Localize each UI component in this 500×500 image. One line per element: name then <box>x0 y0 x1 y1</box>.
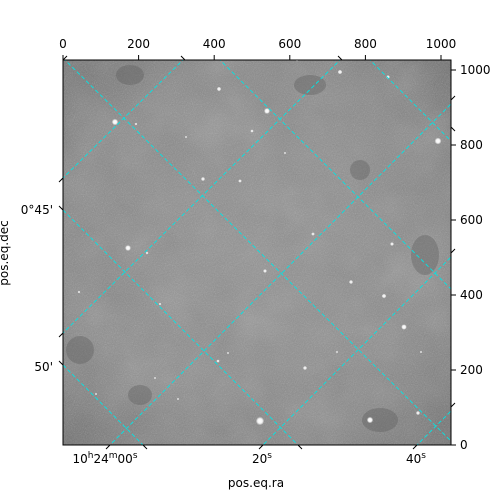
star <box>185 136 187 138</box>
dark-patches <box>66 65 439 432</box>
top-tick-label: 200 <box>127 37 150 51</box>
top-tick-label: 600 <box>278 37 301 51</box>
star <box>366 416 374 424</box>
star <box>338 70 342 74</box>
star <box>158 302 162 306</box>
right-tick-label: 800 <box>460 138 483 152</box>
dec-tick-label: 50' <box>34 360 53 374</box>
star <box>255 416 265 426</box>
star <box>303 366 307 370</box>
dec-tick-label: 0°45' <box>21 203 53 217</box>
ra-tick-label: 20s <box>252 451 272 466</box>
top-tick-label: 1000 <box>426 37 457 51</box>
world-axis-ticks <box>58 55 456 450</box>
star <box>264 108 270 114</box>
star <box>434 137 442 145</box>
star <box>420 351 422 353</box>
right-tick-label: 200 <box>460 363 483 377</box>
star <box>284 152 286 154</box>
star <box>349 280 353 284</box>
star <box>77 290 81 294</box>
right-tick-label: 0 <box>460 438 468 452</box>
top-pixel-axis <box>62 55 442 60</box>
star <box>416 411 420 415</box>
y-axis-title: pos.eq.dec <box>0 220 11 285</box>
star <box>390 242 394 246</box>
star <box>227 352 229 354</box>
star <box>154 377 156 379</box>
right-tick-label: 1000 <box>460 63 491 77</box>
top-tick-label: 400 <box>203 37 226 51</box>
top-tick-label: 800 <box>354 37 377 51</box>
top-tick-label: 0 <box>59 37 67 51</box>
right-tick-label: 400 <box>460 288 483 302</box>
star <box>201 177 205 181</box>
star <box>111 118 119 126</box>
star <box>382 294 386 298</box>
star <box>216 359 220 363</box>
star <box>250 129 254 133</box>
star <box>125 245 131 251</box>
sky-image <box>63 60 451 445</box>
star <box>145 251 149 255</box>
star <box>95 393 97 395</box>
star <box>217 87 221 91</box>
star <box>311 232 315 236</box>
coordinate-grid <box>63 60 451 445</box>
star <box>238 179 242 183</box>
star <box>134 122 138 126</box>
star <box>336 351 338 353</box>
stars <box>77 60 442 426</box>
ra-tick-label: 10h24m00s <box>72 451 137 466</box>
x-axis-title: pos.eq.ra <box>228 476 284 490</box>
right-pixel-axis <box>451 69 456 446</box>
star <box>401 324 407 330</box>
star <box>177 398 179 400</box>
ra-tick-label: 40s <box>406 451 426 466</box>
right-tick-label: 600 <box>460 213 483 227</box>
star <box>263 269 267 273</box>
